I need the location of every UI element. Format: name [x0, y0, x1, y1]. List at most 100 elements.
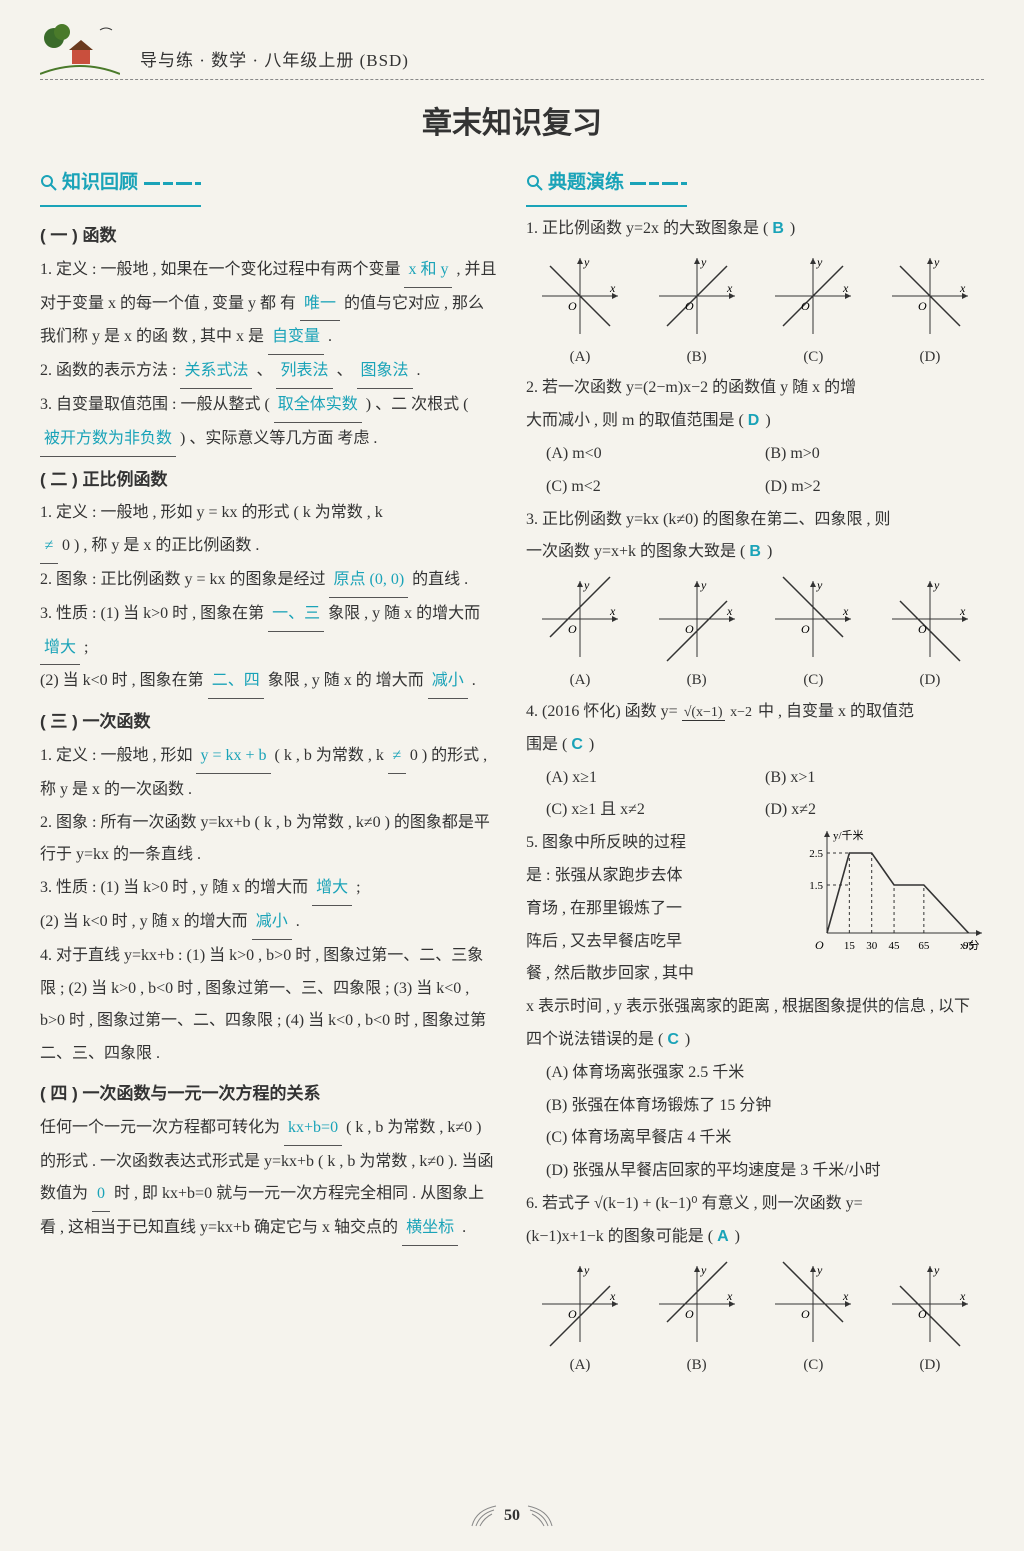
svg-text:y: y [816, 578, 823, 592]
svg-text:x: x [959, 1289, 966, 1303]
graph-option: y x O (D) [876, 1260, 984, 1381]
svg-text:x: x [609, 281, 616, 295]
s2-p4: (2) 当 k<0 时 , 图象在第 二、四 象限 , y 随 x 的 增大而 … [40, 665, 498, 699]
blank-1-5: 列表法 [276, 355, 332, 389]
svg-text:x: x [609, 1289, 616, 1303]
svg-text:x: x [959, 604, 966, 618]
svg-text:O: O [801, 1307, 810, 1321]
q4-answer: C [571, 736, 585, 753]
svg-text:O: O [568, 622, 577, 636]
svg-text:y: y [583, 578, 590, 592]
q5-tail: x 表示时间 , y 表示张强离家的距离 , 根据图象提供的信息 , 以下四个说… [526, 991, 984, 1057]
blank-2-2: 原点 (0, 0) [329, 564, 408, 598]
graph-option: y x O (B) [643, 252, 751, 373]
s4-p1: 任何一个一元一次方程都可转化为 kx+b=0 ( k , b 为常数 , k≠0… [40, 1112, 498, 1246]
magnifier-icon [40, 174, 58, 192]
graph-option: y x O (A) [526, 575, 634, 696]
graph-option: y x O (B) [643, 1260, 751, 1381]
svg-text:x/分: x/分 [960, 939, 980, 952]
option-item: (C) 体育场离早餐店 4 千米 [546, 1122, 984, 1155]
laurel-right-icon [526, 1504, 558, 1528]
blank-3-2: ≠ [388, 740, 406, 774]
graph-option-label: (C) [759, 1350, 867, 1381]
svg-text:x: x [842, 604, 849, 618]
q1-answer: B [772, 220, 786, 237]
s2-p3: 3. 性质 : (1) 当 k>0 时 , 图象在第 一、三 象限 , y 随 … [40, 598, 498, 666]
section-title: 典题演练 [548, 164, 624, 203]
svg-text:O: O [918, 622, 927, 636]
blank-4-1: kx+b=0 [284, 1112, 342, 1146]
graph-option: y x O (D) [876, 575, 984, 696]
svg-text:2.5: 2.5 [809, 848, 823, 860]
graph-option-label: (C) [759, 342, 867, 373]
svg-text:x: x [842, 1289, 849, 1303]
section-badge-review: 知识回顾 [40, 164, 201, 207]
s3-p2: 2. 图象 : 所有一次函数 y=kx+b ( k , b 为常数 , k≠0 … [40, 807, 498, 873]
blank-1-1: x 和 y [404, 254, 452, 288]
option-item: (D) 张强从早餐店回家的平均速度是 3 千米/小时 [546, 1155, 984, 1188]
blank-1-3: 自变量 [268, 321, 324, 355]
option-item: (D) x≠2 [765, 794, 984, 827]
svg-text:y: y [700, 255, 707, 269]
graph-option-label: (D) [876, 342, 984, 373]
q3-graphs: y x O (A) y x O (B) y x O (C) y x O (D) [526, 575, 984, 696]
option-item: (A) m<0 [546, 438, 765, 471]
magnifier-icon [526, 174, 544, 192]
s2-p2: 2. 图象 : 正比例函数 y = kx 的图象是经过 原点 (0, 0) 的直… [40, 564, 498, 598]
blank-4-2: 0 [92, 1178, 110, 1212]
s1-p2: 2. 函数的表示方法 : 关系式法 、 列表法 、 图象法 . [40, 355, 498, 389]
q6-graphs: y x O (A) y x O (B) y x O (C) y x O (D) [526, 1260, 984, 1381]
graph-option-label: (B) [643, 1350, 751, 1381]
blank-2-6: 减小 [428, 665, 468, 699]
section-badge-practice: 典题演练 [526, 164, 687, 207]
q1-stem: 1. 正比例函数 y=2x 的大致图象是 ( B ) [526, 213, 984, 246]
svg-text:x: x [726, 1289, 733, 1303]
option-item: (C) x≥1 且 x≠2 [546, 794, 765, 827]
svg-text:O: O [685, 1307, 694, 1321]
graph-option-label: (A) [526, 665, 634, 696]
blank-1-7: 取全体实数 [274, 389, 362, 423]
page-header: 导与练 · 数学 · 八年级上册 (BSD) [40, 20, 984, 80]
svg-text:O: O [918, 1307, 927, 1321]
q3-answer: B [749, 543, 763, 560]
svg-text:65: 65 [918, 940, 930, 952]
laurel-left-icon [466, 1504, 498, 1528]
q1-graphs: y x O (A) y x O (B) y x O (C) y x O (D) [526, 252, 984, 373]
logo-illustration [40, 20, 120, 75]
blank-2-5: 二、四 [208, 665, 264, 699]
svg-text:15: 15 [844, 940, 856, 952]
svg-text:O: O [801, 299, 810, 313]
decorative-bars [144, 182, 201, 185]
svg-text:O: O [801, 622, 810, 636]
svg-text:y/千米: y/千米 [833, 829, 864, 842]
option-item: (C) m<2 [546, 471, 765, 504]
q6-stem: 6. 若式子 √(k−1) + (k−1)⁰ 有意义 , 则一次函数 y= (k… [526, 1188, 984, 1254]
graph-option-label: (A) [526, 1350, 634, 1381]
blank-1-4: 关系式法 [180, 355, 252, 389]
graph-option-label: (D) [876, 665, 984, 696]
q5-options: (A) 体育场离张强家 2.5 千米(B) 张强在体育场锻炼了 15 分钟(C)… [546, 1057, 984, 1188]
graph-option-label: (C) [759, 665, 867, 696]
svg-text:y: y [700, 578, 707, 592]
svg-text:1.5: 1.5 [809, 880, 823, 892]
blank-2-4: 增大 [40, 632, 80, 666]
subhead-1: ( 一 ) 函数 [40, 219, 498, 254]
q5-line: 育场 , 在那里锻炼了一 [526, 893, 791, 926]
q4-stem: 4. (2016 怀化) 函数 y= √(x−1) x−2 中 , 自变量 x … [526, 696, 984, 762]
q6-answer: A [717, 1228, 731, 1245]
svg-text:O: O [685, 622, 694, 636]
blank-1-6: 图象法 [357, 355, 413, 389]
subhead-2: ( 二 ) 正比例函数 [40, 463, 498, 498]
graph-option: y x O (A) [526, 252, 634, 373]
q3-stem: 3. 正比例函数 y=kx (k≠0) 的图象在第二、四象限 , 则 一次函数 … [526, 504, 984, 570]
blank-2-3: 一、三 [268, 598, 324, 632]
q5-line: 5. 图象中所反映的过程 [526, 827, 791, 860]
blank-1-2: 唯一 [300, 288, 340, 322]
svg-text:y: y [583, 1263, 590, 1277]
page-number: 50 [0, 1504, 1024, 1533]
subhead-4: ( 四 ) 一次函数与一元一次方程的关系 [40, 1077, 498, 1112]
q5-answer: C [667, 1031, 681, 1048]
graph-option-label: (B) [643, 342, 751, 373]
svg-text:y: y [933, 1263, 940, 1277]
graph-option: y x O (C) [759, 252, 867, 373]
